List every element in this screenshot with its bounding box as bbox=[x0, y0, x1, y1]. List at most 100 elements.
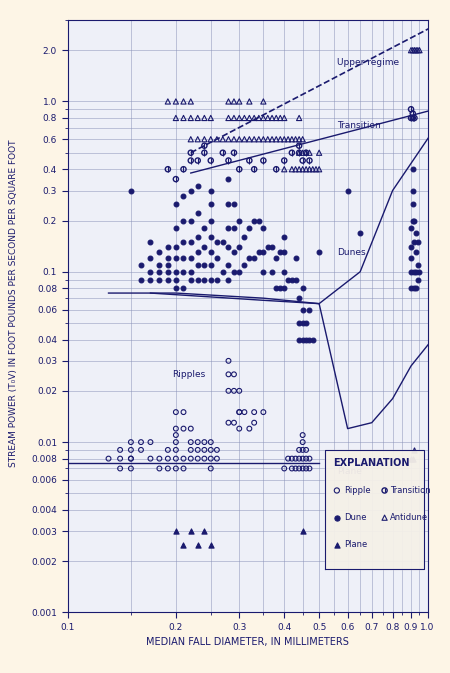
Point bbox=[213, 134, 220, 145]
Point bbox=[284, 134, 292, 145]
Point bbox=[292, 164, 299, 174]
Point bbox=[333, 485, 341, 496]
Point bbox=[180, 112, 187, 123]
Text: Plane: Plane bbox=[344, 540, 367, 549]
Point bbox=[409, 199, 416, 209]
Point bbox=[187, 155, 194, 166]
Point bbox=[172, 463, 180, 474]
Point bbox=[260, 155, 267, 166]
Point bbox=[201, 437, 208, 448]
Point bbox=[207, 155, 214, 166]
Point bbox=[288, 147, 296, 158]
Point bbox=[225, 274, 232, 285]
Point bbox=[288, 463, 296, 474]
Point bbox=[230, 247, 238, 258]
Point bbox=[296, 334, 303, 345]
Point bbox=[207, 155, 214, 166]
Point bbox=[309, 334, 316, 345]
Point bbox=[299, 304, 306, 315]
Point bbox=[236, 406, 243, 417]
Point bbox=[413, 247, 420, 258]
Point bbox=[194, 247, 201, 258]
Point bbox=[194, 437, 201, 448]
Point bbox=[281, 155, 288, 166]
Point bbox=[269, 134, 276, 145]
Point bbox=[299, 526, 306, 536]
Point bbox=[187, 215, 194, 226]
Point bbox=[273, 112, 280, 123]
Point bbox=[230, 134, 238, 145]
Point bbox=[187, 274, 194, 285]
Point bbox=[407, 104, 414, 114]
Point bbox=[172, 429, 180, 440]
Point bbox=[333, 512, 341, 523]
Point bbox=[172, 223, 180, 234]
Point bbox=[296, 463, 303, 474]
Point bbox=[201, 147, 208, 158]
Point bbox=[201, 274, 208, 285]
Point bbox=[284, 274, 292, 285]
Point bbox=[251, 164, 258, 174]
Point bbox=[201, 140, 208, 151]
Point bbox=[306, 453, 313, 464]
Point bbox=[230, 147, 238, 158]
Point bbox=[264, 242, 271, 252]
Point bbox=[407, 112, 414, 123]
Point bbox=[246, 96, 253, 107]
Point bbox=[180, 463, 187, 474]
Point bbox=[187, 423, 194, 434]
Point bbox=[296, 318, 303, 328]
Point bbox=[296, 147, 303, 158]
Point bbox=[299, 334, 306, 345]
Point bbox=[246, 134, 253, 145]
Point bbox=[194, 232, 201, 242]
Point bbox=[302, 463, 310, 474]
Point bbox=[172, 437, 180, 448]
Point bbox=[201, 444, 208, 455]
Point bbox=[236, 96, 243, 107]
Point bbox=[207, 215, 214, 226]
Point bbox=[288, 274, 296, 285]
Point bbox=[344, 185, 351, 196]
Point bbox=[172, 444, 180, 455]
Point bbox=[409, 108, 416, 119]
Point bbox=[296, 112, 303, 123]
Point bbox=[156, 463, 163, 474]
Point bbox=[241, 406, 248, 417]
Point bbox=[260, 96, 267, 107]
Point bbox=[187, 236, 194, 247]
Point bbox=[264, 112, 271, 123]
Point bbox=[381, 485, 388, 496]
Point bbox=[273, 134, 280, 145]
Point bbox=[236, 242, 243, 252]
Point bbox=[172, 406, 180, 417]
Point bbox=[164, 96, 171, 107]
Point bbox=[172, 242, 180, 252]
Point bbox=[284, 453, 292, 464]
Point bbox=[273, 164, 280, 174]
Point bbox=[230, 112, 238, 123]
Point bbox=[147, 453, 154, 464]
Point bbox=[117, 463, 124, 474]
Point bbox=[260, 134, 267, 145]
Point bbox=[260, 112, 267, 123]
Point bbox=[187, 96, 194, 107]
Point bbox=[246, 253, 253, 264]
Point bbox=[414, 274, 422, 285]
Point bbox=[187, 526, 194, 536]
Point bbox=[172, 267, 180, 277]
Point bbox=[236, 164, 243, 174]
Point bbox=[309, 164, 316, 174]
Point bbox=[164, 463, 171, 474]
Point bbox=[407, 45, 414, 56]
Point bbox=[137, 259, 144, 270]
Point bbox=[288, 164, 296, 174]
Point bbox=[236, 164, 243, 174]
Point bbox=[296, 453, 303, 464]
Point bbox=[296, 293, 303, 304]
Point bbox=[207, 232, 214, 242]
Point bbox=[225, 96, 232, 107]
Point bbox=[269, 267, 276, 277]
Point bbox=[277, 134, 284, 145]
Point bbox=[207, 437, 214, 448]
